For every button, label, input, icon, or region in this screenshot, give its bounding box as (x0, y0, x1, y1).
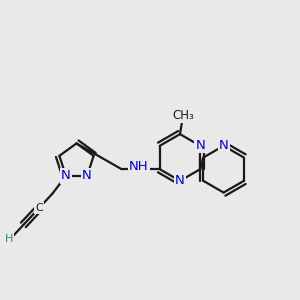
Text: CH₃: CH₃ (172, 109, 194, 122)
Text: C: C (35, 203, 43, 213)
Text: N: N (175, 174, 185, 188)
Text: N: N (82, 169, 92, 182)
Text: N: N (219, 139, 229, 152)
Text: H: H (5, 234, 13, 244)
Text: N: N (61, 169, 71, 182)
Text: N: N (195, 139, 205, 152)
Text: NH: NH (129, 160, 149, 173)
